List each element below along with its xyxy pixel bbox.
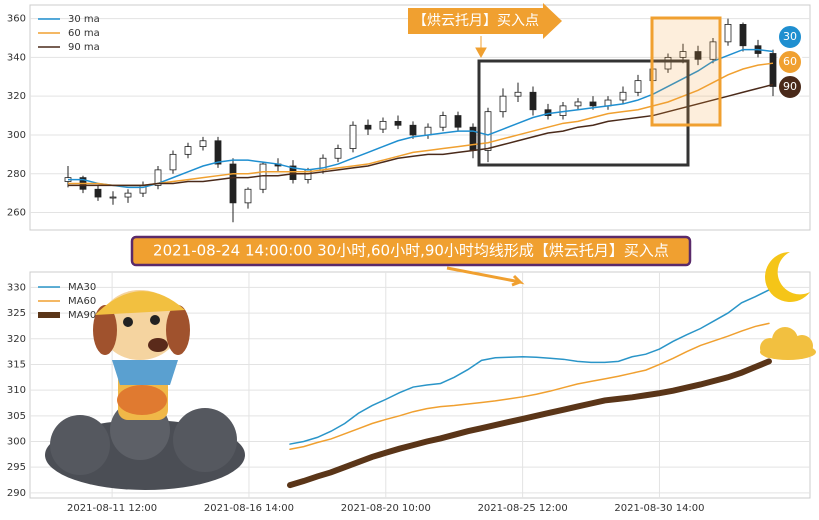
badge (777, 74, 803, 100)
legend-label: MA60 (68, 296, 96, 307)
candle-body (454, 115, 462, 128)
candle-body (334, 148, 342, 159)
annotation: 【烘云托月】买入点 (413, 13, 539, 29)
candle-body (214, 140, 222, 165)
top-chart: 260 280 300 320 340 360 30 ma 60 ma 90 ma (7, 14, 810, 223)
candle-body (574, 101, 582, 107)
candle-body (709, 41, 717, 60)
candle-body (154, 169, 162, 186)
x-tick-label: 2021-08-20 10:00 (341, 503, 431, 514)
y-tick-label: 320 (7, 91, 26, 102)
candle-body (724, 23, 732, 43)
candle-body (529, 91, 537, 111)
y-tick-label: 320 (7, 334, 26, 345)
candle-body (349, 124, 357, 149)
legend-label: 60 ma (68, 28, 100, 39)
chart-title: 2021-08-24 14:00:00 30小时,60小时,90小时均线形成【烘… (153, 242, 669, 260)
candle-body (739, 23, 747, 47)
candle-body (499, 95, 507, 113)
candle-body (694, 51, 702, 60)
dog-illustration (45, 290, 245, 490)
badge-label: 90 (783, 80, 797, 93)
y-tick-label: 340 (7, 52, 26, 63)
plot-area-top (29, 4, 811, 231)
annotation-arrow (408, 3, 562, 39)
candle-body (439, 115, 447, 128)
y-tick-label: 260 (7, 208, 26, 219)
candle-body (289, 165, 297, 180)
y-tick-label: 305 (7, 411, 26, 422)
candle-body (244, 188, 252, 204)
highlight-box (650, 16, 722, 127)
candle-body (169, 153, 177, 171)
x-tick-label: 2021-08-16 14:00 (204, 503, 294, 514)
y-tick-label: 325 (7, 308, 26, 319)
badge-label: 60 (783, 55, 797, 68)
line (289, 289, 770, 445)
x-tick-label: 2021-08-11 12:00 (67, 503, 157, 514)
y-tick-label: 300 (7, 130, 26, 141)
y-tick-label: 300 (7, 437, 26, 448)
line (287, 358, 772, 489)
x-tick-label: 2021-08-25 12:00 (478, 503, 568, 514)
legend-label: 90 ma (68, 42, 100, 53)
candle-body (424, 126, 432, 136)
y-tick-label: 295 (7, 462, 26, 473)
y-tick-label: 330 (7, 282, 26, 293)
candle-body (679, 51, 687, 58)
candle-body (769, 53, 777, 87)
ma-line (68, 83, 774, 187)
candle-body (619, 91, 627, 101)
candle-body (379, 120, 387, 130)
y-tick-label: 280 (7, 169, 26, 180)
y-tick-label: 315 (7, 359, 26, 370)
banner-arrow (446, 266, 525, 287)
legend-label: 30 ma (68, 14, 100, 25)
pointer-arrow (475, 36, 487, 59)
line (289, 322, 770, 450)
y-tick-label: 290 (7, 488, 26, 499)
legend-label: MA30 (68, 282, 96, 293)
candle-body (514, 91, 522, 97)
badge-label: 30 (783, 30, 797, 43)
candle-body (94, 188, 102, 198)
highlight-box (477, 59, 690, 167)
candle-body (109, 196, 117, 199)
y-tick-label: 310 (7, 385, 26, 396)
ma-line (68, 62, 774, 187)
candle-body (484, 111, 492, 151)
candle-body (394, 120, 402, 126)
candle-body (124, 192, 132, 198)
legend-label: MA90 (68, 310, 96, 321)
ma-line (68, 48, 774, 189)
x-tick-label: 2021-08-30 14:00 (614, 503, 704, 514)
candle-body (184, 146, 192, 155)
candle-body (409, 124, 417, 136)
candle-body (229, 163, 237, 204)
golden-cloud (760, 327, 816, 360)
moon (764, 252, 810, 302)
candle-body (364, 124, 372, 130)
candle-body (664, 56, 672, 70)
candle-body (199, 140, 207, 147)
candle-body (634, 80, 642, 93)
banner (130, 235, 692, 267)
candle-body (589, 101, 597, 107)
y-tick-label: 360 (7, 14, 26, 25)
